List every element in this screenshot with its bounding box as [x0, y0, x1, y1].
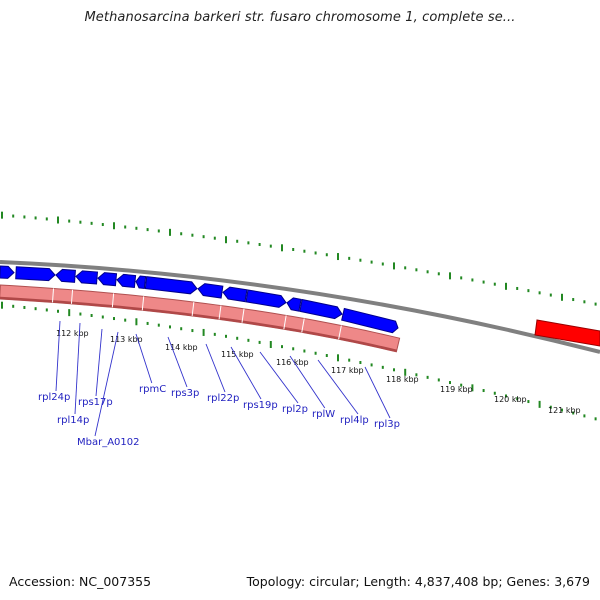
gene-leader-line	[259, 351, 299, 404]
gene-boundary	[141, 296, 145, 311]
forward-gene-arrow	[75, 270, 99, 285]
gene-label: rpmC	[139, 384, 166, 395]
scale-tick-label: 119 kbp	[440, 385, 473, 394]
gene-label: rpl3p	[374, 419, 400, 430]
reverse-gene-band	[0, 284, 401, 353]
map-title: Methanosarcina barkeri str. fusaro chrom…	[84, 10, 516, 25]
forward-gene-arrow	[116, 273, 137, 289]
gene-label: rpl24p	[38, 392, 70, 403]
scale-tick-label: 117 kbp	[331, 366, 364, 375]
scale-tick-label: 115 kbp	[221, 350, 254, 359]
forward-gene-arrow	[55, 268, 76, 283]
scale-tick-label: 113 kbp	[110, 335, 143, 344]
gene-boundary	[51, 288, 55, 303]
gene-boundary	[70, 289, 74, 304]
forward-gene-arrow	[15, 266, 56, 282]
gene-label: Mbar_A0102	[77, 437, 140, 448]
forward-gene-arrow	[135, 275, 147, 290]
topology-text: Topology: circular; Length: 4,837,408 bp…	[246, 574, 590, 589]
accession-text: Accession: NC_007355	[9, 574, 152, 589]
gene-leader-line	[135, 333, 153, 384]
forward-gene-arrow	[144, 276, 198, 295]
gene-boundary	[241, 308, 245, 323]
gene-boundary	[301, 318, 305, 333]
gene-label: rpl2p	[282, 404, 308, 415]
gene-leader-line	[205, 343, 226, 393]
gene-leader-line	[289, 355, 326, 409]
gene-leader-line	[95, 328, 103, 397]
gene-boundary	[191, 301, 195, 316]
gene-boundary	[218, 305, 222, 320]
forward-gene-arrow	[299, 298, 343, 320]
gene-label: rps3p	[171, 388, 199, 399]
forward-gene-arrow	[245, 289, 287, 308]
gene-leader-line	[317, 359, 359, 415]
scale-tick-label: 112 kbp	[56, 329, 89, 338]
gene-leader-line	[55, 320, 61, 392]
gene-label: rpl22p	[207, 393, 239, 404]
gene-leader-line	[74, 322, 81, 415]
forward-gene-arrow	[97, 272, 118, 287]
genome-backbone	[0, 260, 600, 354]
highlighted-gene	[534, 319, 600, 347]
gene-leader-line	[364, 366, 391, 419]
gene-boundary	[338, 325, 342, 340]
gene-label: rps19p	[243, 400, 278, 411]
forward-gene-arrow	[0, 265, 15, 279]
gene-boundary	[283, 315, 287, 330]
scale-tick-label: 118 kbp	[386, 375, 419, 384]
forward-gene-arrow	[286, 297, 302, 312]
forward-gene-arrow	[341, 307, 399, 334]
scale-tick-label: 120 kbp	[494, 395, 527, 404]
gene-leader-line	[94, 331, 119, 437]
scale-tick-label: 114 kbp	[165, 343, 198, 352]
forward-gene-arrow	[222, 286, 248, 303]
gene-boundary	[111, 293, 115, 308]
gene-label: rpl14p	[57, 415, 89, 426]
gene-label: rpl4lp	[340, 415, 369, 426]
scale-tick-label: 121 kbp	[548, 406, 581, 415]
gene-leader-line	[230, 346, 262, 400]
gene-label: rplW	[312, 409, 335, 420]
forward-gene-arrow	[197, 283, 224, 299]
scale-tick-label: 116 kbp	[276, 358, 309, 367]
gene-leader-line	[167, 336, 188, 388]
gene-label: rps17p	[78, 397, 113, 408]
